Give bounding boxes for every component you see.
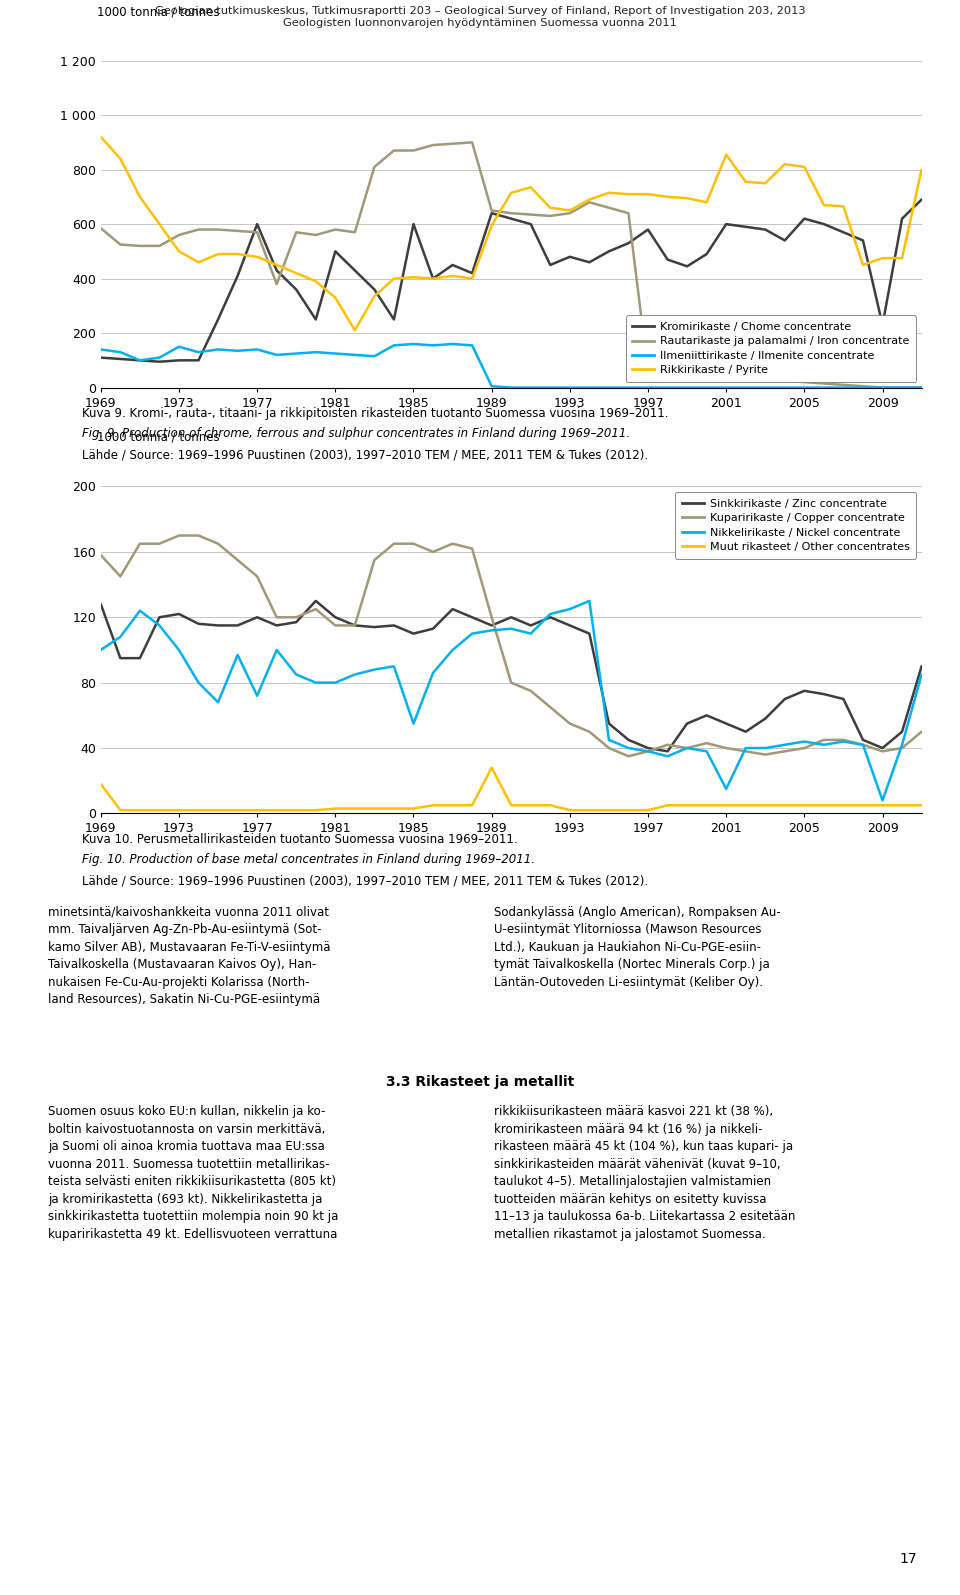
Text: 3.3 Rikasteet ja metallit: 3.3 Rikasteet ja metallit [386,1075,574,1089]
Text: 17: 17 [900,1552,917,1566]
Text: Kuva 9. Kromi-, rauta-, titaani- ja rikkipitoisten rikasteiden tuotanto Suomessa: Kuva 9. Kromi-, rauta-, titaani- ja rikk… [82,407,668,419]
Text: minetsintä/kaivoshankkeita vuonna 2011 olivat
mm. Taivaljärven Ag-Zn-Pb-Au-esiin: minetsintä/kaivoshankkeita vuonna 2011 o… [48,906,330,1006]
Legend: Sinkkirikaste / Zinc concentrate, Kuparirikaste / Copper concentrate, Nikkelirik: Sinkkirikaste / Zinc concentrate, Kupari… [675,491,916,558]
Text: Lähde / Source: 1969–1996 Puustinen (2003), 1997–2010 TEM / MEE, 2011 TEM & Tuke: Lähde / Source: 1969–1996 Puustinen (200… [82,874,648,887]
Text: Geologian tutkimuskeskus, Tutkimusraportti 203 – Geological Survey of Finland, R: Geologian tutkimuskeskus, Tutkimusraport… [155,5,805,16]
Text: Sodankylässä (Anglo American), Rompaksen Au-
U-esiintymät Ylitorniossa (Mawson R: Sodankylässä (Anglo American), Rompaksen… [494,906,781,989]
Text: Geologisten luonnonvarojen hyödyntäminen Suomessa vuonna 2011: Geologisten luonnonvarojen hyödyntäminen… [283,18,677,29]
Legend: Kromirikaste / Chome concentrate, Rautarikaste ja palamalmi / Iron concentrate, : Kromirikaste / Chome concentrate, Rautar… [626,316,916,383]
Text: Fig. 9. Production of chrome, ferrous and sulphur concentrates in Finland during: Fig. 9. Production of chrome, ferrous an… [82,427,630,440]
Text: Lähde / Source: 1969–1996 Puustinen (2003), 1997–2010 TEM / MEE, 2011 TEM & Tuke: Lähde / Source: 1969–1996 Puustinen (200… [82,448,648,461]
Text: 1000 tonnia / tonnes: 1000 tonnia / tonnes [97,5,219,18]
Text: rikkikiisurikasteen määrä kasvoi 221 kt (38 %),
kromirikasteen määrä 94 kt (16 %: rikkikiisurikasteen määrä kasvoi 221 kt … [494,1105,796,1241]
Text: Fig. 10. Production of base metal concentrates in Finland during 1969–2011.: Fig. 10. Production of base metal concen… [82,853,535,866]
Text: Suomen osuus koko EU:n kullan, nikkelin ja ko-
boltin kaivostuotannosta on varsi: Suomen osuus koko EU:n kullan, nikkelin … [48,1105,338,1241]
Text: 1000 tonnia / tonnes: 1000 tonnia / tonnes [97,431,219,443]
Text: Kuva 10. Perusmetallirikasteiden tuotanto Suomessa vuosina 1969–2011.: Kuva 10. Perusmetallirikasteiden tuotant… [82,833,517,845]
